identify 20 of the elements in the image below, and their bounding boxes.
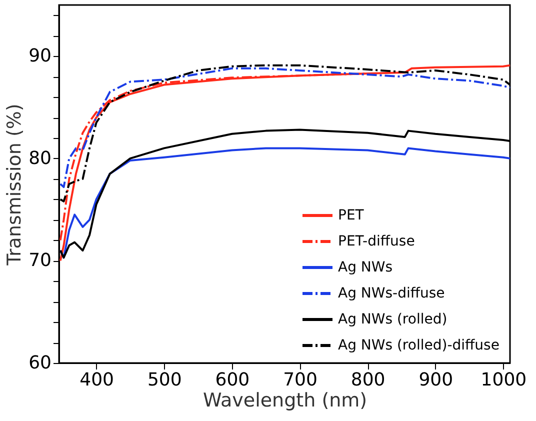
legend-label: Ag NWs (rolled)-diffuse [338,338,500,354]
y-tick-label: 80 [28,148,52,169]
y-tick-label: 60 [28,352,52,374]
x-tick-label: 900 [418,370,454,390]
x-tick-label: 500 [147,370,182,390]
legend-label: Ag NWs (rolled) [338,312,448,328]
y-tick-label: 90 [28,46,52,67]
x-tick-label: 600 [215,370,250,390]
y-axis-title: Transmission (%) [4,104,26,266]
y-tick-label: 70 [28,250,52,272]
x-tick-label: 400 [80,370,114,390]
legend-label: PET-diffuse [338,234,415,250]
legend-label: Ag NWs [338,260,393,276]
x-tick-label: 700 [283,370,318,390]
x-axis-title: Wavelength (nm) [202,390,368,412]
x-tick-label: 800 [350,370,386,390]
legend-label: PET [338,208,364,224]
x-tick-label: 1000 [480,370,527,390]
legend-label: Ag NWs-diffuse [338,286,445,302]
line-series [59,64,511,262]
